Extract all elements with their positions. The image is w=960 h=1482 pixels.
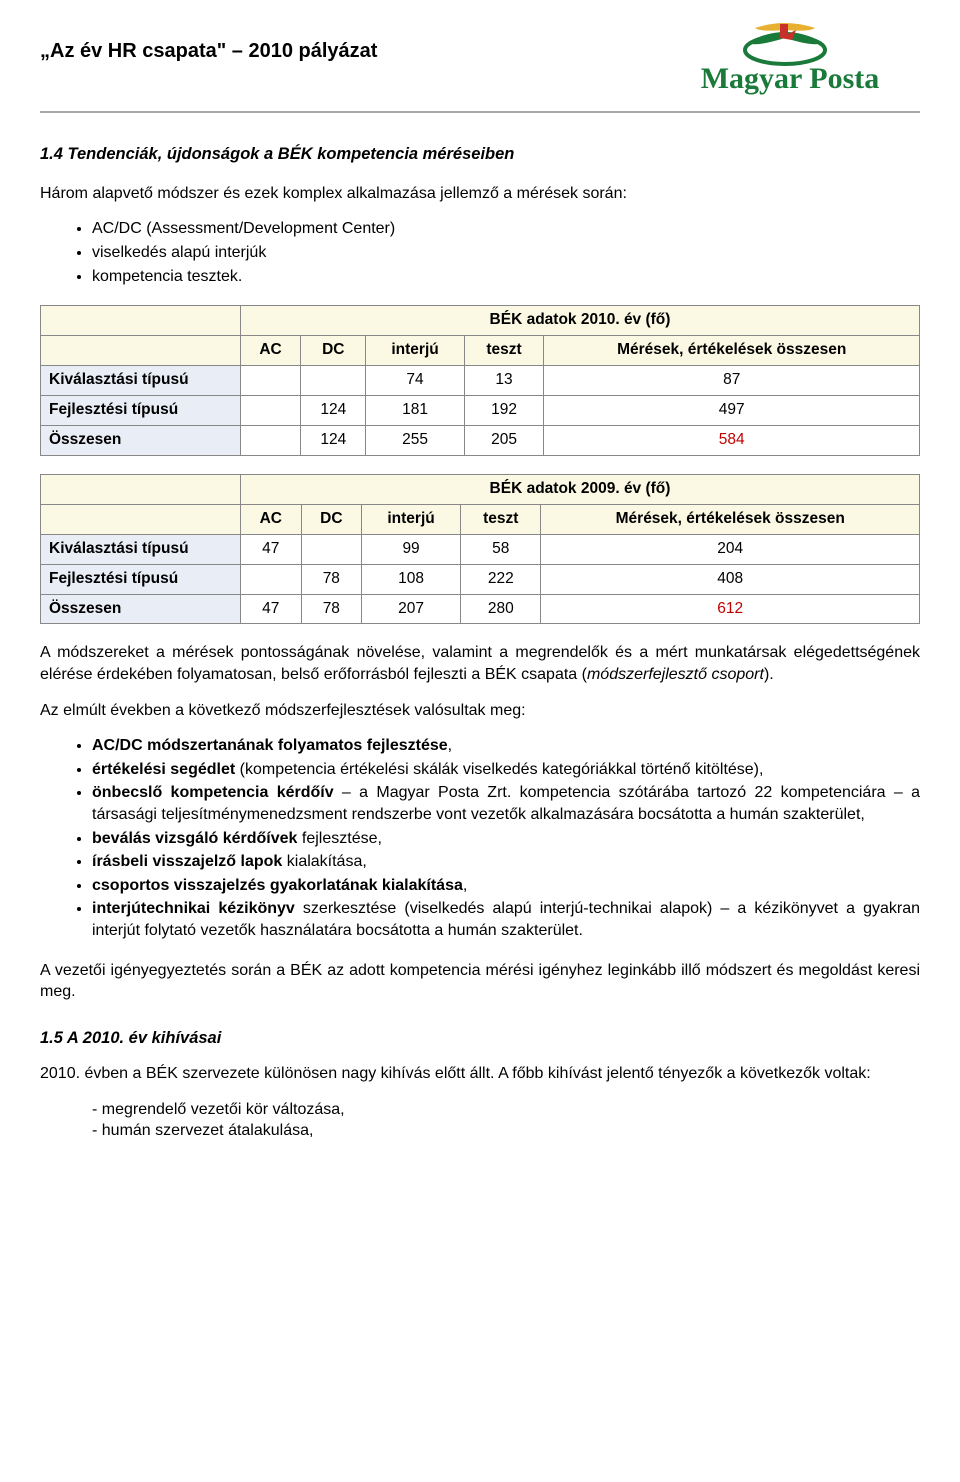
list-item: AC/DC módszertanának folyamatos fejleszt… xyxy=(92,735,920,757)
table-cell: 181 xyxy=(366,396,464,426)
row-label: Fejlesztési típusú xyxy=(41,564,241,594)
table-2009: BÉK adatok 2009. év (fő) AC DC interjú t… xyxy=(40,474,920,625)
table-cell: 108 xyxy=(362,564,461,594)
col-header: Mérések, értékelések összesen xyxy=(541,504,920,534)
col-header: DC xyxy=(301,336,366,366)
text: ). xyxy=(764,666,774,683)
table-cell: 497 xyxy=(544,396,920,426)
table-cell: 205 xyxy=(464,425,544,455)
list-item: kompetencia tesztek. xyxy=(92,266,920,288)
table-cell xyxy=(301,366,366,396)
row-label: Összesen xyxy=(41,425,241,455)
intro-paragraph: Három alapvető módszer és ezek komplex a… xyxy=(40,183,920,205)
table-cell: 204 xyxy=(541,534,920,564)
table-cell: 192 xyxy=(464,396,544,426)
table-cell xyxy=(301,534,362,564)
col-header: AC xyxy=(241,336,301,366)
table-cell xyxy=(241,425,301,455)
list-item: önbecslő kompetencia kérdőív – a Magyar … xyxy=(92,782,920,825)
table-cell xyxy=(241,564,302,594)
col-header: DC xyxy=(301,504,362,534)
table-cell: 280 xyxy=(461,594,541,624)
table-cell xyxy=(241,396,301,426)
table-cell: 99 xyxy=(362,534,461,564)
list-item: AC/DC (Assessment/Development Center) xyxy=(92,218,920,240)
col-header: interjú xyxy=(366,336,464,366)
row-label: Fejlesztési típusú xyxy=(41,396,241,426)
table-title: BÉK adatok 2009. év (fő) xyxy=(241,474,920,504)
table-cell: 47 xyxy=(241,594,302,624)
logo-text: Magyar Posta xyxy=(701,62,880,95)
section-1-4-heading: 1.4 Tendenciák, újdonságok a BÉK kompete… xyxy=(40,143,920,165)
methods-improvement-para: A módszereket a mérések pontosságának nö… xyxy=(40,642,920,685)
table-cell: 584 xyxy=(544,425,920,455)
challenge-factors-list: megrendelő vezetői kör változása, humán … xyxy=(92,1099,920,1142)
list-item: írásbeli visszajelző lapok kialakítása, xyxy=(92,851,920,873)
table-cell: 78 xyxy=(301,594,362,624)
list-item: interjútechnikai kézikönyv szerkesztése … xyxy=(92,898,920,941)
list-item: megrendelő vezetői kör változása, xyxy=(92,1099,920,1121)
page-title: „Az év HR csapata" – 2010 pályázat xyxy=(40,20,377,65)
table-cell: 207 xyxy=(362,594,461,624)
table-2010: BÉK adatok 2010. év (fő) AC DC interjú t… xyxy=(40,305,920,456)
table-cell: 222 xyxy=(461,564,541,594)
page-header: „Az év HR csapata" – 2010 pályázat Magya… xyxy=(40,20,920,113)
table-cell: 78 xyxy=(301,564,362,594)
section-1-5-heading: 1.5 A 2010. év kihívásai xyxy=(40,1027,920,1049)
col-header: AC xyxy=(241,504,302,534)
text: A módszereket a mérések pontosságának nö… xyxy=(40,644,920,683)
list-item: értékelési segédlet (kompetencia értékel… xyxy=(92,759,920,781)
table-cell: 13 xyxy=(464,366,544,396)
table-cell: 124 xyxy=(301,425,366,455)
table-cell: 408 xyxy=(541,564,920,594)
table-cell: 612 xyxy=(541,594,920,624)
col-header: interjú xyxy=(362,504,461,534)
methods-list: AC/DC (Assessment/Development Center) vi… xyxy=(92,218,920,287)
table-cell: 87 xyxy=(544,366,920,396)
col-header: Mérések, értékelések összesen xyxy=(544,336,920,366)
table-cell: 74 xyxy=(366,366,464,396)
past-years-intro: Az elmúlt években a következő módszerfej… xyxy=(40,700,920,722)
table-title: BÉK adatok 2010. év (fő) xyxy=(241,306,920,336)
row-label: Összesen xyxy=(41,594,241,624)
magyar-posta-logo: Magyar Posta xyxy=(660,20,920,105)
table-cell: 58 xyxy=(461,534,541,564)
table-cell: 47 xyxy=(241,534,302,564)
list-item: humán szervezet átalakulása, xyxy=(92,1120,920,1142)
col-header: teszt xyxy=(464,336,544,366)
challenges-intro: 2010. évben a BÉK szervezete különösen n… xyxy=(40,1063,920,1085)
developments-list: AC/DC módszertanának folyamatos fejleszt… xyxy=(92,735,920,941)
table-cell: 124 xyxy=(301,396,366,426)
list-item: beválás vizsgáló kérdőívek fejlesztése, xyxy=(92,828,920,850)
list-item: csoportos visszajelzés gyakorlatának kia… xyxy=(92,875,920,897)
col-header: teszt xyxy=(461,504,541,534)
row-label: Kiválasztási típusú xyxy=(41,534,241,564)
table-cell: 255 xyxy=(366,425,464,455)
text: módszerfejlesztő csoport xyxy=(587,666,764,683)
list-item: viselkedés alapú interjúk xyxy=(92,242,920,264)
row-label: Kiválasztási típusú xyxy=(41,366,241,396)
manager-needs-para: A vezetői igényegyeztetés során a BÉK az… xyxy=(40,960,920,1003)
table-cell xyxy=(241,366,301,396)
